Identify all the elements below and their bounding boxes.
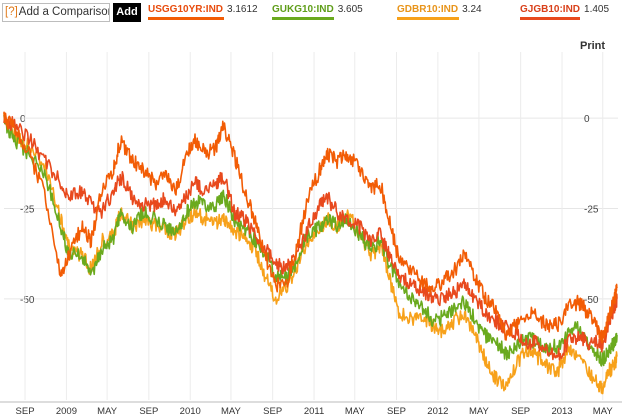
legend-name: USGG10YR:IND (148, 4, 224, 15)
x-tick-label: MAY (97, 406, 118, 417)
legend-swatch (397, 17, 459, 20)
legend-value: 3.1612 (227, 4, 258, 15)
y-tick-label-left: 0 (20, 114, 26, 125)
y-tick-label-left: -25 (20, 204, 35, 215)
x-tick-label: 2011 (304, 406, 324, 417)
x-tick-label: SEP (511, 406, 530, 417)
y-tick-label-left: -50 (20, 295, 35, 306)
add-comparison-placeholder: Add a Comparison (18, 6, 110, 18)
help-link[interactable]: [?] (5, 6, 18, 18)
legend-item-gdbr10[interactable]: GDBR10:IND 3.24 (397, 4, 482, 22)
legend-value: 1.405 (584, 4, 610, 15)
x-tick-label: 2012 (427, 406, 448, 417)
legend-name: GDBR10:IND (397, 4, 459, 15)
series-line-usgg10yr-ind (3, 111, 618, 344)
legend-swatch (272, 17, 334, 20)
legend-item-usgg10yr[interactable]: USGG10YR:IND 3.1612 (148, 4, 258, 22)
toolbar: [?]Add a Comparison Add USGG10YR:IND 3.16… (0, 0, 622, 26)
add-comparison-field[interactable]: [?]Add a Comparison (2, 3, 110, 22)
legend-name: GJGB10:IND (520, 4, 581, 15)
x-tick-label: SEP (387, 406, 406, 417)
y-tick-label-right: 0 (584, 114, 590, 125)
print-link[interactable]: Print (580, 40, 606, 52)
x-tick-label: MAY (593, 406, 614, 417)
x-tick-label: MAY (469, 406, 490, 417)
x-tick-label: MAY (221, 406, 242, 417)
x-tick-label: SEP (263, 406, 282, 417)
x-tick-label: 2013 (551, 406, 572, 417)
x-tick-label: SEP (16, 406, 35, 417)
legend-value: 3.605 (337, 4, 363, 15)
x-tick-label: 2010 (180, 406, 201, 417)
y-tick-label-right: -25 (584, 204, 599, 215)
x-tick-label: MAY (345, 406, 366, 417)
x-tick-label: SEP (139, 406, 158, 417)
y-tick-label-right: -50 (584, 295, 599, 306)
series-line-gjgb10-ind (3, 114, 618, 361)
legend-item-gjgb10[interactable]: GJGB10:IND 1.405 (520, 4, 609, 22)
x-tick-label: 2009 (56, 406, 77, 417)
legend-name: GUKG10:IND (272, 4, 334, 15)
series-line-gdbr10-ind (3, 112, 618, 395)
legend-item-gukg10[interactable]: GUKG10:IND 3.605 (272, 4, 363, 22)
legend-swatch (148, 17, 224, 20)
legend-value: 3.24 (462, 4, 482, 15)
legend-swatch (520, 17, 580, 20)
add-button[interactable]: Add (113, 3, 141, 22)
